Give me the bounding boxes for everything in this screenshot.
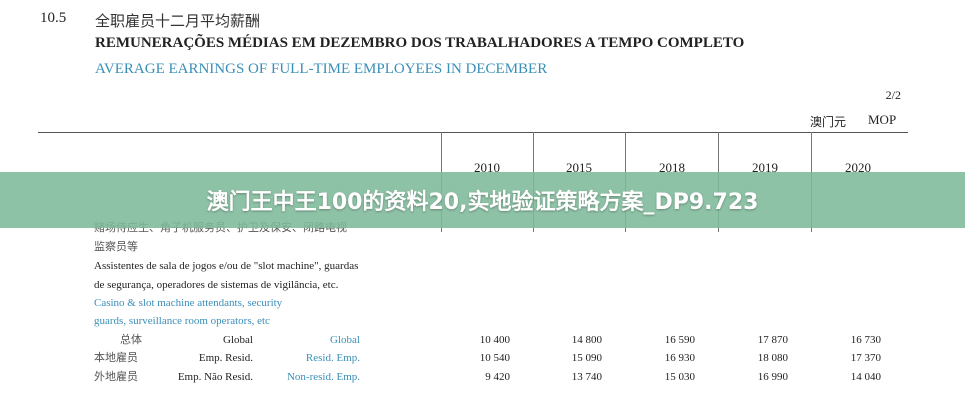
category-pt: de segurança, operadores de sistemas de … [94,279,339,291]
table-cell: 9 420 [485,371,510,383]
table-cell: 15 030 [664,371,695,383]
category-en: guards, surveillance room operators, etc [94,315,270,327]
table-cell: 18 080 [757,352,788,364]
table-cell: 14 040 [850,371,881,383]
row-label-zh: 本地雇员 [94,352,138,364]
page-number: 2/2 [885,88,901,102]
table-cell: 17 370 [850,352,881,364]
year-header: 2018 [659,160,685,175]
row-label-pt: Emp. Resid. [198,352,253,364]
row-label-zh: 总体 [120,334,142,346]
overlay-banner: 澳门王中王100的资料20,实地验证策略方案_DP9.723 [0,172,965,228]
year-header: 2015 [566,160,592,175]
title-zh: 全职雇员十二月平均薪酬 [95,14,261,30]
category-zh: 监察员等 [94,241,138,253]
year-header: 2010 [474,160,500,175]
table-cell: 17 870 [757,334,788,346]
table-cell: 13 740 [571,371,602,383]
table-cell: 15 090 [571,352,602,364]
category-pt: Assistentes de sala de jogos e/ou de "sl… [94,260,359,272]
table-cell: 16 930 [664,352,695,364]
table-number: 10.5 [40,10,67,26]
banner-text: 澳门王中王100的资料20,实地验证策略方案_DP9.723 [206,190,759,215]
unit: MOP [868,112,897,127]
table-cell: 10 400 [479,334,510,346]
row-label-en: Resid. Emp. [305,352,360,364]
year-header: 2020 [845,160,871,175]
table-cell: 16 730 [850,334,881,346]
row-label-zh: 外地雇员 [94,371,138,383]
row-label-pt: Emp. Não Resid. [177,371,253,383]
title-en: AVERAGE EARNINGS OF FULL-TIME EMPLOYEES … [95,61,548,77]
title-pt: REMUNERAÇÕES MÉDIAS EM DEZEMBRO DOS TRAB… [95,35,745,51]
row-label-en: Global [330,334,360,346]
row-label-en: Non-resid. Emp. [286,371,360,383]
table-cell: 16 990 [757,371,788,383]
row-label-pt: Global [223,334,253,346]
unit-zh: 澳门元 [810,115,847,129]
category-en: Casino & slot machine attendants, securi… [94,297,283,309]
year-header: 2019 [752,160,778,175]
table-cell: 10 540 [479,352,510,364]
table-top-rule [38,132,908,133]
table-cell: 16 590 [664,334,695,346]
table-cell: 14 800 [571,334,602,346]
